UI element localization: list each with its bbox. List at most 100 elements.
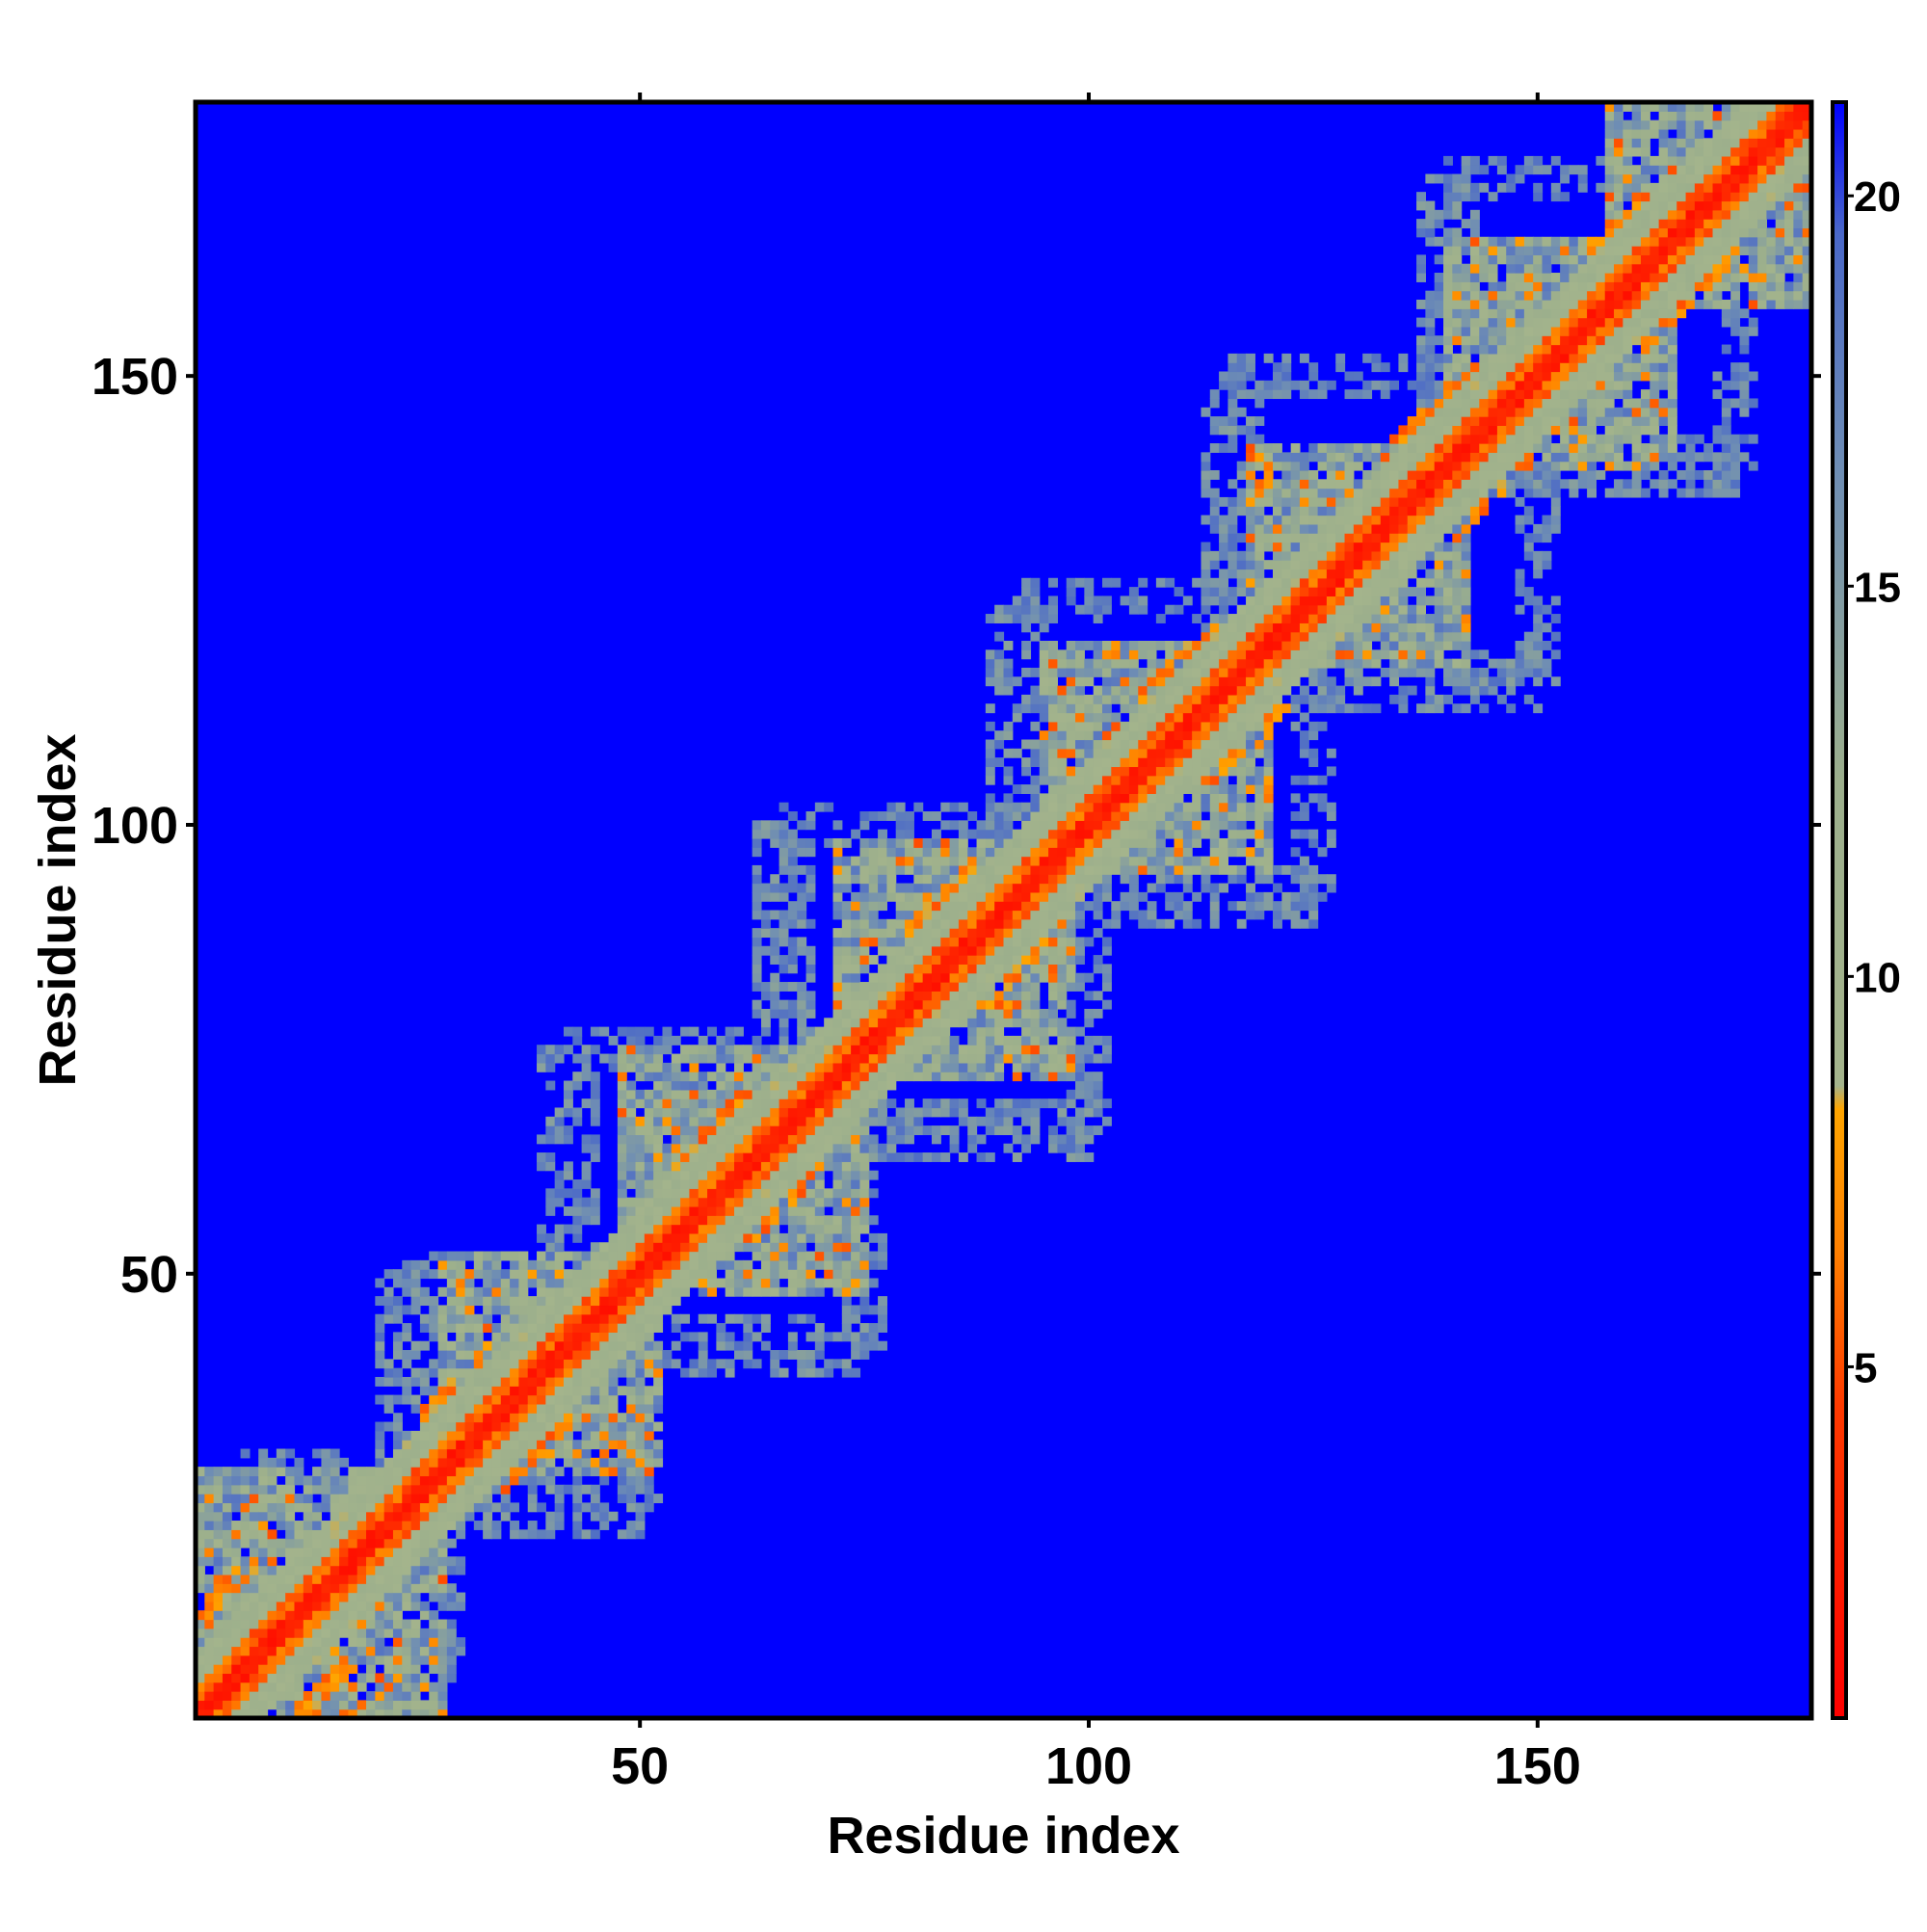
heatmap-cell	[330, 1681, 340, 1692]
heatmap-cell	[698, 1215, 708, 1226]
heatmap-cell	[653, 1367, 664, 1378]
heatmap-cell	[1012, 712, 1022, 723]
heatmap-cell	[590, 1143, 600, 1153]
heatmap-cell	[437, 1259, 448, 1270]
heatmap-cell	[500, 1305, 511, 1315]
heatmap-cell	[456, 1521, 466, 1530]
heatmap-cell	[868, 999, 879, 1010]
heatmap-cell	[725, 1125, 735, 1136]
heatmap-cell	[410, 1521, 421, 1530]
heatmap-cell	[832, 1269, 843, 1280]
heatmap-cell	[895, 901, 906, 912]
heatmap-cell	[1048, 874, 1058, 885]
heatmap-cell	[464, 1296, 475, 1307]
heatmap-cell	[1003, 685, 1014, 696]
heatmap-cell	[510, 1251, 519, 1261]
heatmap-cell	[814, 1026, 825, 1037]
heatmap-cell	[824, 1098, 834, 1109]
heatmap-cell	[222, 1691, 232, 1701]
heatmap-cell	[689, 1179, 700, 1189]
heatmap-cell	[267, 1484, 277, 1495]
heatmap-cell	[473, 1332, 484, 1342]
heatmap-cell	[1246, 595, 1255, 606]
heatmap-cell	[366, 1484, 376, 1495]
heatmap-cell	[752, 1080, 762, 1091]
heatmap-cell	[527, 1367, 538, 1378]
heatmap-cell	[1299, 811, 1309, 821]
heatmap-cell	[644, 1467, 654, 1477]
heatmap-cell	[446, 1403, 457, 1414]
heatmap-cell	[949, 918, 960, 929]
heatmap-cell	[1254, 443, 1265, 453]
heatmap-cell	[1003, 864, 1014, 875]
heatmap-cell	[1030, 891, 1041, 902]
heatmap-cell	[949, 1035, 960, 1045]
heatmap-cell	[572, 1278, 583, 1288]
heatmap-cell	[886, 847, 897, 858]
heatmap-cell	[868, 837, 879, 848]
heatmap-cell	[832, 1089, 843, 1099]
heatmap-cell	[267, 1628, 277, 1638]
heatmap-cell	[518, 1269, 529, 1280]
heatmap-cell	[1182, 658, 1193, 669]
heatmap-cell	[1057, 667, 1068, 677]
heatmap-cell	[653, 1161, 664, 1172]
heatmap-cell	[1030, 694, 1041, 704]
heatmap-cell	[581, 1286, 592, 1297]
heatmap-cell	[779, 982, 789, 992]
heatmap-cell	[814, 1089, 825, 1099]
heatmap-cell	[590, 1529, 600, 1540]
heatmap-cell	[644, 1323, 654, 1333]
heatmap-cell	[276, 1538, 286, 1548]
heatmap-cell	[707, 1170, 717, 1180]
heatmap-cell	[1326, 874, 1336, 885]
heatmap-cell	[743, 1161, 753, 1172]
heatmap-cell	[1147, 829, 1157, 839]
heatmap-cell	[1263, 811, 1274, 821]
heatmap-cell	[805, 1143, 816, 1153]
heatmap-cell	[626, 1350, 637, 1360]
heatmap-cell	[473, 1251, 484, 1261]
heatmap-cell	[770, 928, 780, 939]
heatmap-cell	[1254, 658, 1265, 669]
heatmap-cell	[1084, 820, 1095, 831]
heatmap-cell	[779, 1350, 789, 1360]
heatmap-cell	[1227, 569, 1238, 579]
heatmap-cell	[590, 1313, 600, 1324]
heatmap-cell	[1012, 703, 1022, 714]
heatmap-cell	[285, 1556, 296, 1567]
heatmap-cell	[1021, 802, 1032, 812]
heatmap-cell	[644, 1286, 654, 1297]
heatmap-cell	[985, 883, 995, 893]
heatmap-cell	[1030, 587, 1041, 597]
heatmap-cell	[213, 1601, 224, 1611]
heatmap-cell	[635, 1305, 646, 1315]
heatmap-cell	[626, 1367, 637, 1378]
heatmap-cell	[1281, 461, 1292, 471]
heatmap-cell	[716, 1125, 726, 1136]
heatmap-cell	[1012, 837, 1022, 848]
heatmap-cell	[967, 1035, 978, 1045]
heatmap-cell	[635, 1125, 646, 1136]
heatmap-cell	[312, 1475, 323, 1486]
heatmap-cell	[1236, 641, 1247, 650]
heatmap-cell	[1263, 891, 1274, 902]
heatmap-cell	[895, 1125, 906, 1136]
heatmap-cell	[895, 964, 906, 974]
heatmap-cell	[294, 1556, 304, 1567]
heatmap-cell	[1263, 577, 1274, 588]
heatmap-cell	[832, 910, 843, 920]
heatmap-cell	[1353, 461, 1363, 471]
heatmap-cell	[787, 1125, 798, 1136]
heatmap-cell	[824, 1035, 834, 1045]
heatmap-cell	[1209, 793, 1220, 804]
heatmap-cell	[545, 1296, 556, 1307]
heatmap-cell	[1254, 910, 1265, 920]
heatmap-cell	[644, 1457, 654, 1468]
heatmap-cell	[410, 1278, 421, 1288]
heatmap-cell	[1147, 641, 1157, 650]
heatmap-cell	[339, 1484, 349, 1495]
heatmap-cell	[1030, 1018, 1041, 1028]
heatmap-cell	[878, 1107, 887, 1118]
heatmap-cell	[832, 1018, 843, 1028]
